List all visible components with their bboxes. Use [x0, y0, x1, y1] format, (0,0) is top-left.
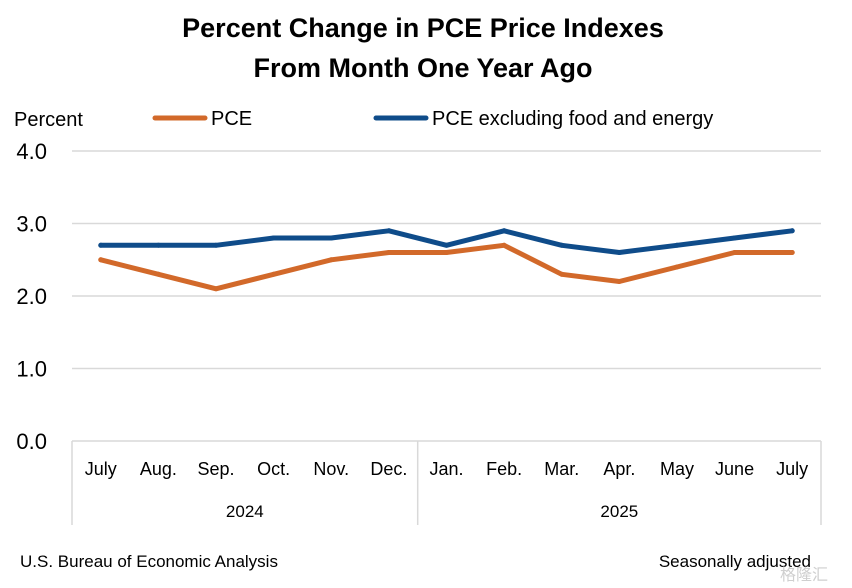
legend-label-1: PCE [211, 108, 252, 130]
data-point [616, 279, 622, 284]
year-label: 2024 [226, 502, 264, 521]
watermark-logo: 格隆汇 [780, 566, 828, 584]
data-point [328, 257, 334, 263]
series-lines [98, 228, 795, 292]
data-point [674, 242, 680, 248]
data-point [559, 271, 565, 277]
data-point [386, 228, 392, 234]
x-tick-label: Aug. [140, 459, 177, 479]
x-axis: July Aug. Sep. Oct. Nov. Dec. Jan. Feb. Mar. Apr.… [71, 441, 822, 525]
x-tick-label: Jan. [429, 459, 463, 479]
data-point [789, 228, 795, 234]
data-point [732, 250, 738, 255]
data-point [674, 264, 680, 270]
seasonal-adjustment-note: Seasonally adjusted [659, 552, 811, 571]
x-tick-label: Apr. [603, 459, 635, 479]
data-point [616, 250, 622, 255]
y-tick-label: 2.0 [16, 284, 47, 309]
data-point [444, 242, 449, 248]
x-tick-label: Sep. [198, 459, 235, 479]
year-label: 2025 [600, 502, 638, 521]
x-tick-label: July [776, 459, 808, 479]
x-tick-label: June [715, 459, 754, 479]
x-tick-label: Dec. [370, 459, 407, 479]
data-point [386, 250, 392, 255]
x-tick-label: Feb. [486, 459, 522, 479]
series-line-2 [98, 228, 795, 255]
y-tick-label: 4.0 [16, 139, 47, 164]
data-point [155, 271, 161, 277]
data-point [501, 242, 507, 248]
data-point [213, 286, 219, 292]
chart-title: Percent Change in PCE Price Indexes From… [182, 13, 664, 83]
data-point [98, 242, 104, 248]
y-tick-label: 0.0 [16, 429, 47, 454]
data-point [789, 250, 795, 255]
data-point [213, 242, 219, 248]
data-point [444, 250, 449, 255]
y-axis-label: Percent [14, 109, 83, 131]
data-point [559, 242, 565, 248]
data-point [501, 228, 507, 234]
data-point [271, 271, 277, 277]
x-tick-label: May [660, 459, 694, 479]
gridlines [72, 150, 821, 442]
data-point [328, 235, 334, 241]
data-point [271, 235, 277, 241]
y-tick-label: 3.0 [16, 212, 47, 237]
x-tick-label: Mar. [544, 459, 579, 479]
x-tick-label: July [85, 459, 117, 479]
y-tick-label: 1.0 [16, 357, 47, 382]
data-point [732, 235, 738, 241]
x-tick-label: Nov. [313, 459, 349, 479]
data-point [98, 257, 104, 263]
chart-title-line-1: Percent Change in PCE Price Indexes [182, 13, 664, 43]
legend: PCE PCE excluding food and energy [152, 108, 713, 130]
data-point [155, 242, 161, 248]
chart-title-line-2: From Month One Year Ago [253, 53, 592, 83]
legend-label-2: PCE excluding food and energy [432, 108, 713, 130]
source-note: U.S. Bureau of Economic Analysis [20, 552, 278, 571]
x-tick-label: Oct. [257, 459, 290, 479]
y-axis-ticks: 0.0 1.0 2.0 3.0 4.0 [16, 139, 47, 454]
